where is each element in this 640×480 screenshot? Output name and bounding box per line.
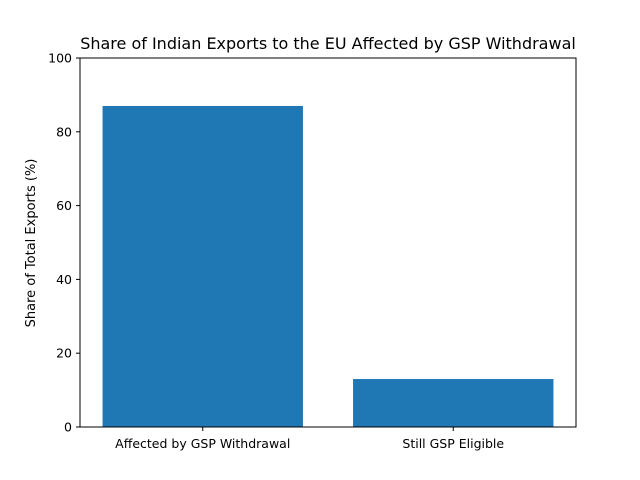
y-tick-label: 80 bbox=[56, 124, 72, 139]
plot-area-frame bbox=[79, 57, 577, 428]
y-tick-label: 100 bbox=[48, 51, 72, 66]
y-axis-ticks: 0 20 40 60 80 100 bbox=[48, 51, 80, 435]
y-tick-label: 60 bbox=[56, 198, 72, 213]
bar-1 bbox=[102, 105, 303, 427]
y-tick-label: 40 bbox=[56, 272, 72, 287]
x-axis-ticks: Affected by GSP Withdrawal Still GSP Elig… bbox=[115, 427, 504, 451]
y-tick-label: 0 bbox=[64, 420, 72, 435]
x-tick-label: Still GSP Eligible bbox=[402, 436, 504, 451]
y-tick-label: 20 bbox=[56, 346, 72, 361]
chart-title: Share of Indian Exports to the EU Affect… bbox=[80, 34, 576, 53]
y-axis-label: Share of Total Exports (%) bbox=[24, 159, 39, 328]
bar-2 bbox=[353, 379, 554, 427]
x-tick-label: Affected by GSP Withdrawal bbox=[115, 436, 290, 451]
bars bbox=[102, 105, 554, 427]
